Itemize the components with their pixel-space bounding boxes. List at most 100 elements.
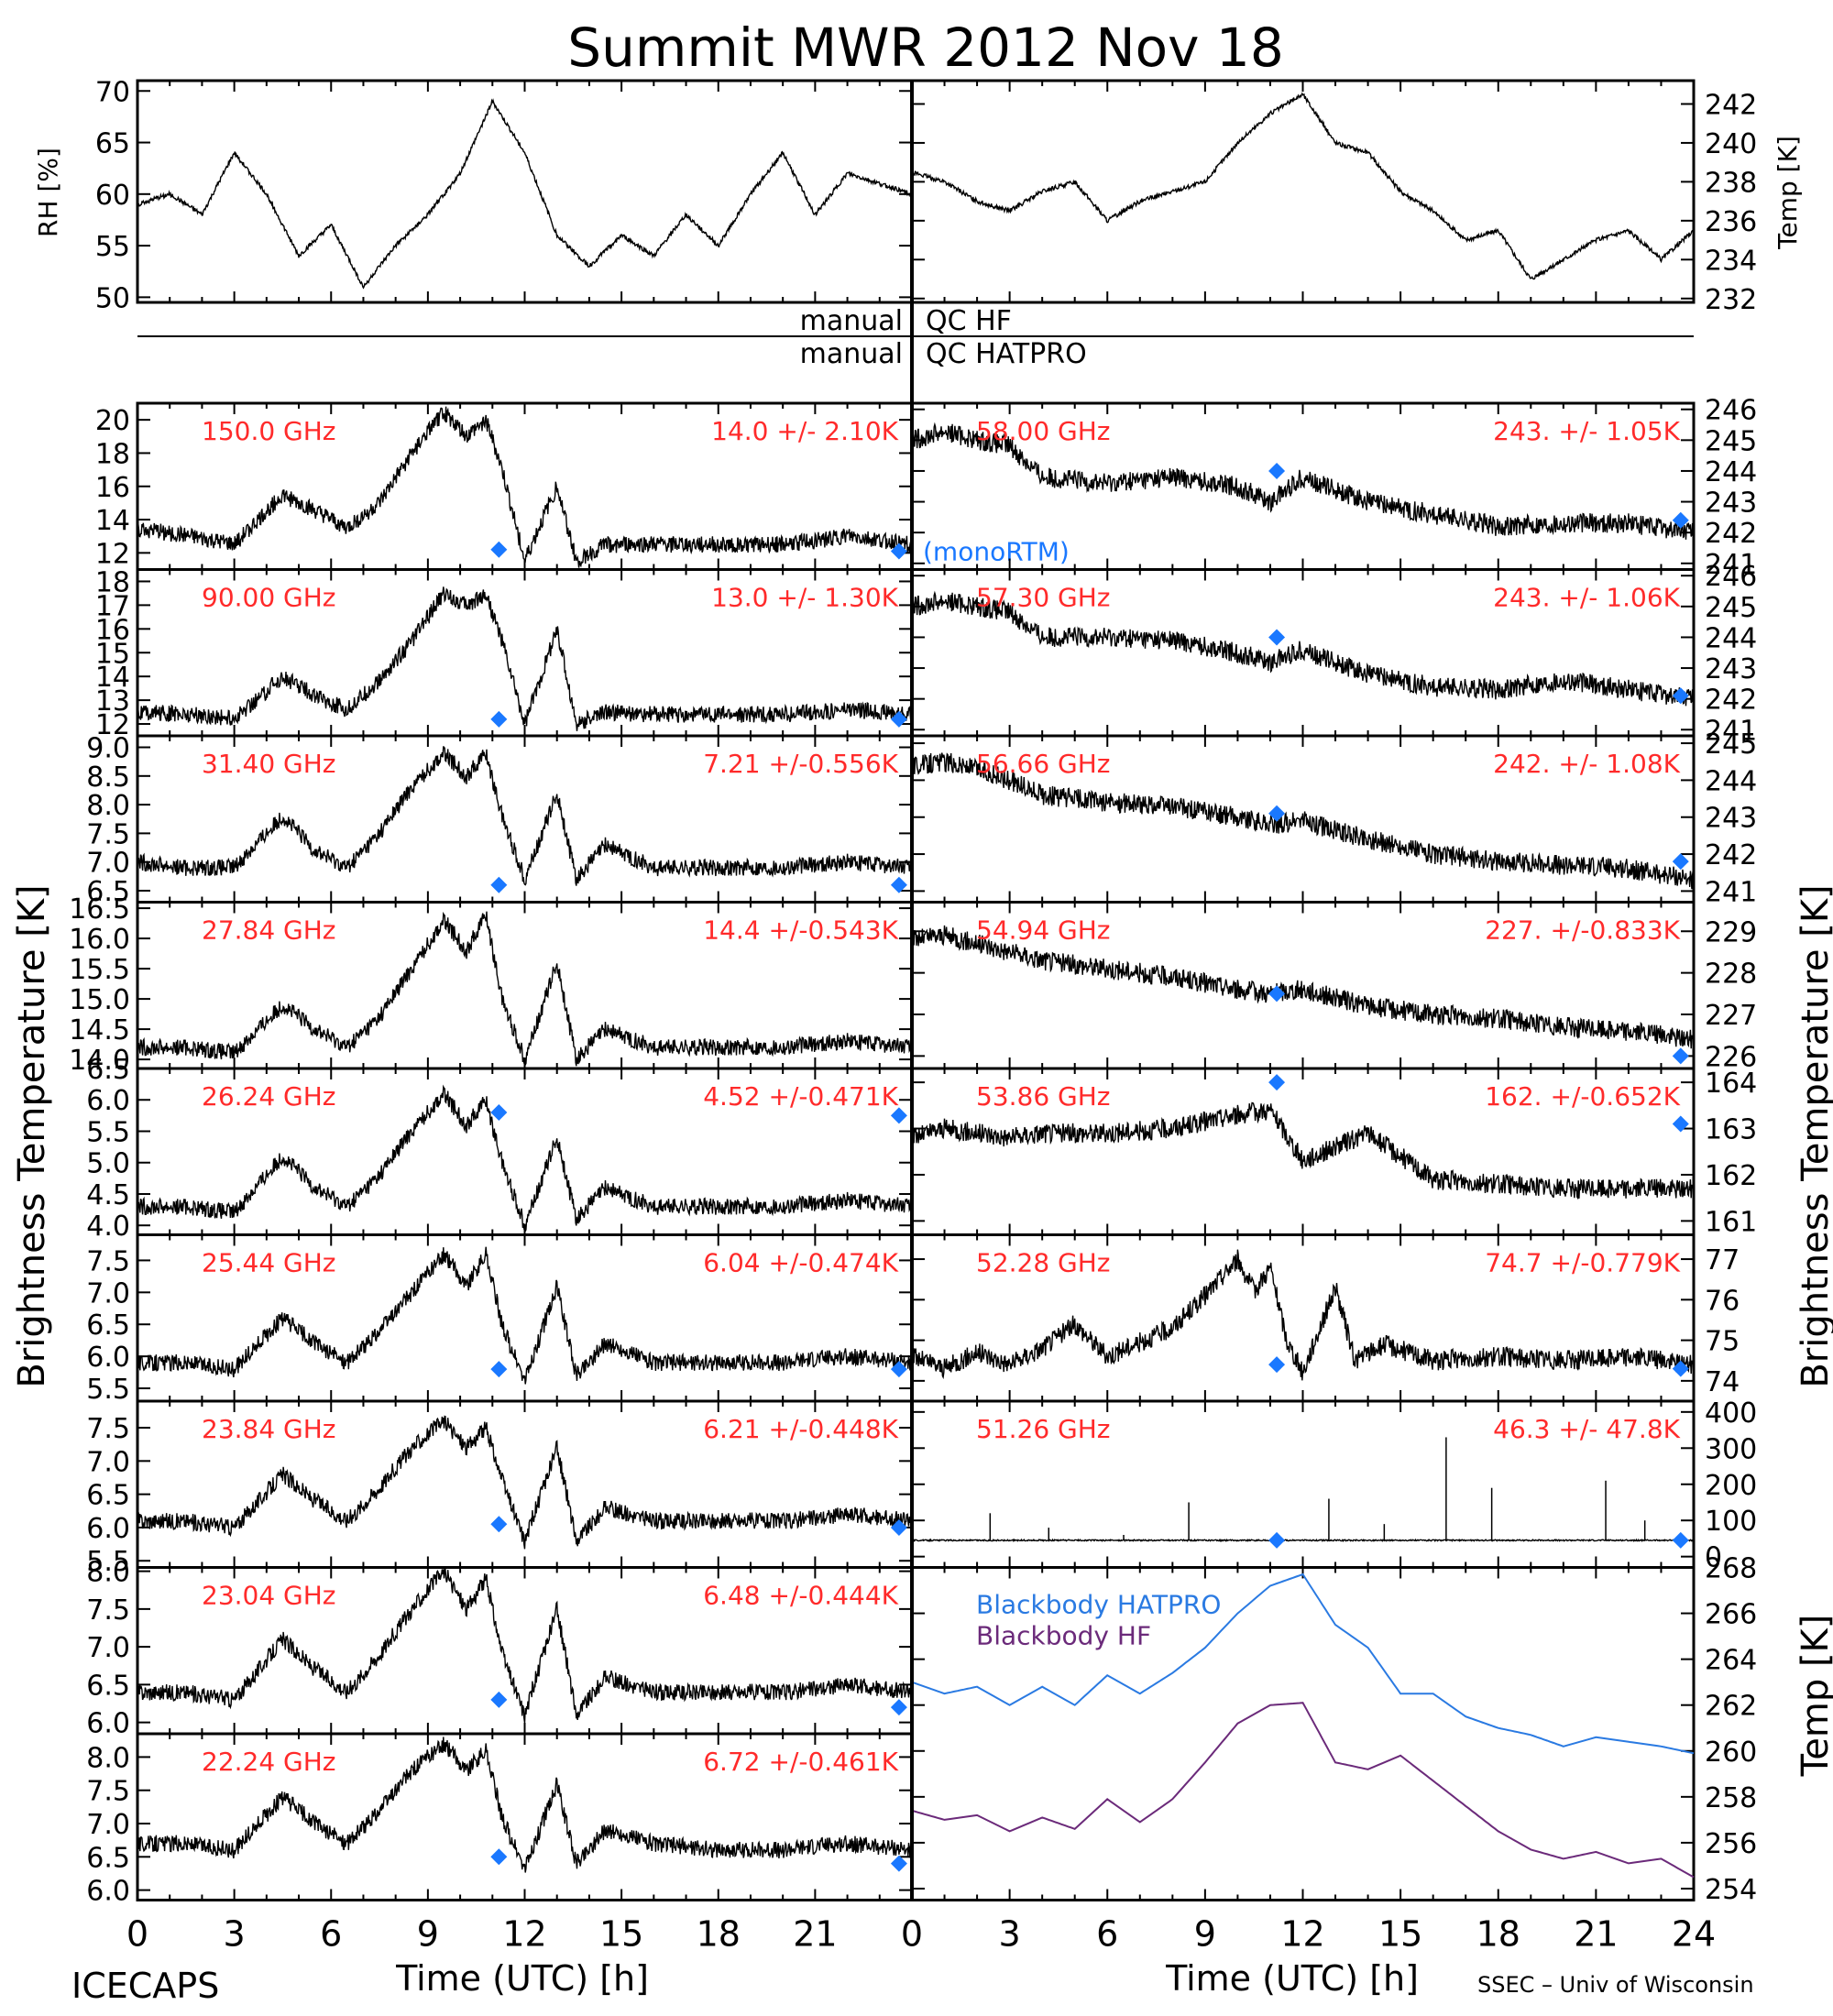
y-tick-label: 70 <box>95 76 130 108</box>
model-point <box>1268 985 1286 1003</box>
y-tick-label: 76 <box>1705 1285 1740 1317</box>
x-label-left: Time (UTC) [h] <box>395 1958 649 1999</box>
y-tick-label: 8.5 <box>86 761 130 794</box>
y-tick-label: 14 <box>95 505 130 537</box>
model-point <box>890 710 907 728</box>
series-line <box>137 1737 913 1873</box>
y-tick-label: 268 <box>1705 1553 1757 1585</box>
figure-title: Summit MWR 2012 Nov 18 <box>567 16 1283 79</box>
y-tick-label: 245 <box>1705 592 1757 624</box>
y-tick-label: 7.5 <box>86 1245 130 1277</box>
y-tick-label: 6.0 <box>86 1513 130 1545</box>
y-tick-label: 266 <box>1705 1599 1757 1631</box>
y-tick-label: 256 <box>1705 1828 1757 1860</box>
y-tick-label: 100 <box>1705 1506 1757 1538</box>
y-tick-label: 7.0 <box>86 1809 130 1841</box>
y-tick-label: 4.5 <box>86 1179 130 1211</box>
x-tick-label: 12 <box>1280 1914 1324 1955</box>
y-tick-label: 244 <box>1705 456 1757 488</box>
y-tick-label: 15.0 <box>69 984 130 1016</box>
footer-left: ICECAPS <box>71 1966 219 2006</box>
model-point <box>1268 1531 1286 1549</box>
series-line <box>137 1568 913 1724</box>
y-tick-label: 240 <box>1705 128 1757 160</box>
x-tick-label: 18 <box>697 1914 741 1955</box>
y-tick-label: 400 <box>1705 1397 1757 1430</box>
series-line <box>911 752 1695 890</box>
model-point <box>490 1361 508 1378</box>
model-point <box>1268 805 1286 822</box>
x-tick-label: 24 <box>1672 1914 1716 1955</box>
y-tick-label: 5.5 <box>86 1546 130 1578</box>
x-tick-label: 15 <box>599 1914 643 1955</box>
y-tick-label: 16.0 <box>69 924 130 956</box>
panel-ch_26: 4.04.55.05.56.06.5 26.24 GHz 4.52 +/-0.471… <box>86 1054 914 1243</box>
model-point <box>490 876 508 893</box>
y-tick-label: 55 <box>95 231 130 263</box>
y-tick-label: 246 <box>1705 395 1757 427</box>
y-tick-label: 232 <box>1705 284 1757 316</box>
x-tick-label: 15 <box>1378 1914 1422 1955</box>
y-tick-label: 229 <box>1705 916 1757 948</box>
y-tick-label: 74 <box>1705 1366 1740 1398</box>
y-tick-label: 15.5 <box>69 954 130 986</box>
x-tick-label: 18 <box>1476 1914 1520 1955</box>
model-point <box>1672 1115 1689 1133</box>
model-point <box>490 1516 508 1533</box>
panel-ch_56: 241 242 243 244 245 56.66 GHz 242. +/- 1.08K <box>910 729 1757 908</box>
panel-ch_25: 5.56.06.57.07.5 25.44 GHz 6.04 +/-0.474K <box>86 1233 914 1406</box>
series-line <box>911 1702 1695 1879</box>
footer-right: SSEC – Univ of Wisconsin <box>1477 1972 1754 1998</box>
y-tick-label: 6.5 <box>86 876 130 908</box>
channel-stats: 6.04 +/-0.474K <box>703 1248 898 1278</box>
channel-stats: 6.48 +/-0.444K <box>703 1581 898 1611</box>
x-tick-label: 3 <box>999 1914 1021 1955</box>
series-line <box>911 422 1695 542</box>
y-tick-label: 6.5 <box>86 1842 130 1874</box>
model-label: (monoRTM) <box>923 537 1070 567</box>
y-tick-label: 75 <box>1705 1326 1740 1358</box>
panel-ch_53: 161 162 163 164 53.86 GHz 162. +/-0.652K <box>910 1067 1757 1238</box>
channel-label: 23.04 GHz <box>202 1581 336 1611</box>
y-tick-label: 246 <box>1705 561 1757 593</box>
y-tick-label: 12 <box>95 538 130 570</box>
channel-label: 22.24 GHz <box>202 1747 336 1777</box>
y-tick-label: 226 <box>1705 1041 1757 1073</box>
panel-met_temp: 232 234 236 238 240 242 <box>910 79 1757 316</box>
y-tick-label: 6.5 <box>86 1480 130 1512</box>
y-tick-label: 7.5 <box>86 1413 130 1445</box>
legend-entry: Blackbody HF <box>976 1621 1151 1651</box>
channel-label: 90.00 GHz <box>202 583 336 613</box>
y-tick-label: 77 <box>1705 1244 1740 1276</box>
qc-right-bottom: QC HATPRO <box>926 338 1087 370</box>
model-point <box>490 1691 508 1708</box>
channel-stats: 6.21 +/-0.448K <box>703 1414 898 1444</box>
y-tick-label: 161 <box>1705 1206 1757 1238</box>
y-tick-label: 262 <box>1705 1691 1757 1723</box>
qc-left-top: manual <box>800 305 903 337</box>
model-point <box>1672 853 1689 871</box>
channel-label: 54.94 GHz <box>976 915 1111 946</box>
channel-label: 53.86 GHz <box>976 1081 1111 1112</box>
y-tick-label: 200 <box>1705 1470 1757 1502</box>
y-tick-label: 264 <box>1705 1645 1757 1677</box>
y-tick-label: 234 <box>1705 245 1757 277</box>
series-line <box>137 406 913 568</box>
model-point <box>1268 1356 1286 1374</box>
rh-ylabel: RH [%] <box>33 148 63 237</box>
temp-ylabel: Temp [K] <box>1773 136 1803 250</box>
panel-met_rh: 50 55 60 65 70 <box>95 76 914 314</box>
model-point <box>1672 1047 1689 1065</box>
channel-stats: 14.4 +/-0.543K <box>703 915 898 946</box>
model-point <box>1672 1360 1689 1377</box>
series-line <box>137 586 913 731</box>
channel-label: 25.44 GHz <box>202 1248 336 1278</box>
model-point <box>1268 462 1286 479</box>
series-line <box>911 1101 1695 1200</box>
y-tick-label: 7.5 <box>86 818 130 850</box>
y-tick-label: 16.5 <box>69 893 130 926</box>
